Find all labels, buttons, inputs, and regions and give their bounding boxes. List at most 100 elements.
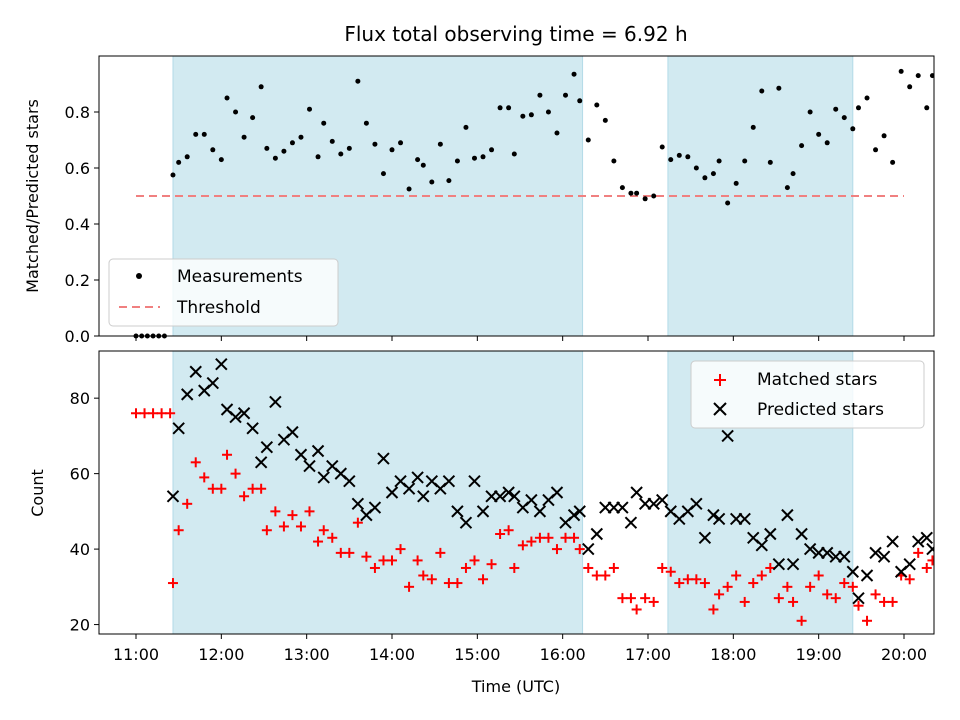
predicted-star-point	[786, 557, 800, 571]
matched-star-point	[714, 589, 725, 600]
measurement-point	[850, 126, 856, 132]
x-tick-label: 18:00	[710, 645, 756, 664]
predicted-star-point	[351, 497, 365, 511]
predicted-star-point	[254, 456, 268, 469]
measurement-point	[233, 109, 239, 115]
matched-star-point	[460, 562, 471, 573]
matched-star-point	[560, 532, 571, 543]
matched-star-point	[216, 483, 227, 494]
predicted-star-point	[886, 535, 899, 548]
predicted-star-point	[912, 535, 925, 548]
matched-star-point	[631, 604, 642, 615]
count-y-tick-label: 60	[70, 465, 90, 484]
matched-star-point	[404, 581, 415, 592]
predicted-star-point	[166, 490, 180, 503]
matched-star-point	[387, 555, 397, 566]
matched-star-point	[239, 491, 250, 502]
measurement-point	[929, 73, 934, 79]
measurement-point	[790, 171, 796, 177]
matched-star-point	[788, 596, 799, 607]
ratio-y-tick-label: 0.0	[65, 327, 90, 346]
measurement-point	[938, 114, 943, 119]
matched-star-point	[295, 521, 306, 532]
measurement-point	[176, 159, 182, 165]
measurement-point	[816, 131, 822, 137]
x-tick-label: 16:00	[540, 645, 586, 664]
measurement-point	[702, 175, 708, 181]
matched-star-point	[369, 562, 380, 573]
measurement-point	[329, 138, 335, 144]
matched-star-point	[805, 581, 816, 592]
predicted-star-point	[303, 459, 316, 473]
measurement-point	[497, 105, 503, 111]
predicted-star-point	[567, 508, 581, 522]
matched-star-point	[583, 562, 594, 573]
x-tick-label: 15:00	[454, 645, 500, 664]
count-legend-box	[690, 360, 925, 429]
measurement-point	[372, 141, 378, 147]
matched-star-point	[230, 468, 241, 479]
predicted-star-point	[317, 471, 330, 484]
predicted-star-point	[764, 527, 777, 541]
measurement-point	[389, 147, 395, 153]
matched-star-point	[270, 506, 281, 517]
measurement-point	[628, 190, 634, 196]
ratio-legend: Measurements Threshold	[108, 258, 339, 327]
measurement-point	[784, 185, 790, 191]
matched-star-point	[304, 506, 315, 517]
ratio-y-tick-label: 0.6	[65, 159, 90, 178]
measurement-point	[398, 140, 404, 146]
predicted-star-point	[944, 525, 955, 536]
measurement-point	[864, 95, 870, 101]
matched-star-point	[156, 408, 167, 419]
predicted-star-point	[260, 441, 274, 454]
matched-star-point	[247, 483, 258, 494]
measurement-point	[264, 145, 270, 151]
predicted-star-point	[903, 557, 916, 571]
measurement-point	[602, 117, 608, 123]
measurement-point	[218, 157, 224, 163]
matched-star-point	[936, 555, 946, 565]
predicted-star-point	[630, 486, 643, 499]
count-shaded-interval-0	[172, 350, 584, 635]
measurement-point	[733, 180, 739, 186]
measurement-point	[659, 144, 665, 150]
matched-star-point	[904, 574, 915, 585]
predicted-star-point	[269, 395, 282, 409]
predicted-star-point	[721, 429, 734, 443]
matched-star-point	[617, 593, 628, 604]
measurement-point	[224, 95, 230, 101]
predicted-star-point	[206, 376, 220, 390]
matched-star-point	[782, 581, 793, 592]
x-tick-label: 12:00	[198, 645, 244, 664]
measurement-point	[915, 73, 921, 79]
matched-star-point	[318, 525, 329, 536]
measurement-point	[258, 84, 264, 90]
measurement-point	[824, 140, 830, 146]
matched-star-point	[199, 472, 210, 483]
measurement-point	[454, 158, 460, 164]
matched-star-point	[756, 570, 767, 581]
matched-star-point	[361, 551, 372, 562]
predicted-star-point	[590, 527, 604, 541]
measurement-point	[289, 140, 295, 146]
predicted-star-point	[229, 410, 242, 424]
matched-star-point	[165, 408, 176, 419]
matched-star-point	[739, 596, 750, 607]
predicted-star-point	[755, 539, 768, 552]
predicted-star-point	[533, 505, 547, 518]
measurement-point	[634, 190, 640, 196]
measurement-point	[210, 147, 216, 153]
matched-star-point	[822, 589, 833, 600]
measurement-point	[315, 154, 321, 160]
matched-star-point	[913, 547, 924, 558]
matched-star-point	[543, 532, 554, 543]
x-tick-label: 17:00	[625, 645, 671, 664]
matched-star-point	[796, 615, 807, 626]
predicted-star-point	[616, 501, 629, 514]
measurement-point	[742, 158, 748, 164]
predicted-star-point	[385, 486, 399, 499]
measurement-point	[429, 179, 435, 185]
measurement-point	[776, 85, 782, 91]
